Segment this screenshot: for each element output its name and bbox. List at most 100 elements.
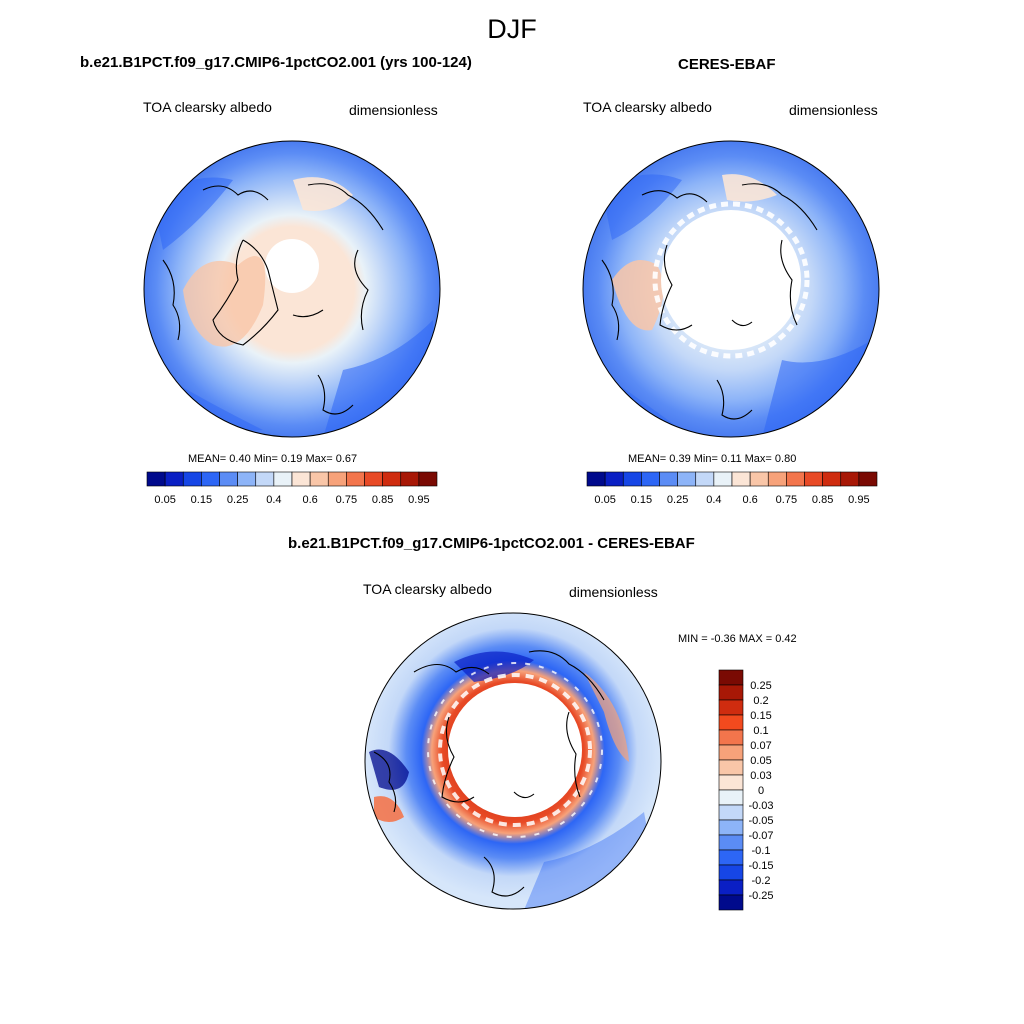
- panel2-coastlines: [601, 183, 818, 420]
- panel1-coastlines: [162, 183, 384, 415]
- panel3-colorbar-swatch: [718, 684, 744, 701]
- panel2-title: CERES-EBAF: [678, 56, 776, 73]
- panel2-colorbar-swatch: [641, 471, 660, 487]
- panel1-polar-map: [143, 140, 441, 438]
- panel1-colorbar-swatch: [291, 471, 311, 487]
- panel2-colorbar-swatch: [840, 471, 860, 487]
- panel1-colorbar-tick-label: 0.4: [266, 494, 281, 506]
- panel2-colorbar-swatch: [604, 471, 624, 487]
- panel1-colorbar-tick-label: 0.75: [336, 494, 357, 506]
- panel1-mean-label: MEAN=: [188, 453, 227, 465]
- panel3-colorbar-tick-label: 0.15: [750, 710, 771, 722]
- panel1-colorbar-swatch: [164, 471, 184, 487]
- panel1-variable-label: TOA clearsky albedo: [143, 99, 272, 115]
- panel1-greenland-high-albedo: [183, 256, 266, 347]
- panel3-colorbar-swatch: [718, 849, 744, 866]
- panel2-colorbar-swatch: [804, 471, 823, 487]
- panel1-max-value: 0.67: [335, 453, 358, 465]
- panel3-stats: MIN = -0.36 MAX = 0.42: [678, 633, 797, 645]
- panel2-colorbar-tick-label: 0.6: [742, 494, 757, 506]
- panel1-mean-value: 0.40: [229, 453, 251, 465]
- panel3-colorbar-swatch: [718, 699, 744, 716]
- panel1-colorbar-tick-label: 0.6: [302, 494, 317, 506]
- panel3-colorbar-swatch: [718, 744, 744, 761]
- panel3-colorbar-tick-label: 0.25: [750, 680, 771, 692]
- panel3-polar-missing-data: [448, 683, 582, 817]
- panel2-colorbar-swatch: [731, 471, 751, 487]
- panel2-colorbar-tick-label: 0.15: [631, 494, 652, 506]
- panel2-max-value: 0.80: [774, 453, 797, 465]
- panel3-colorbar-swatch: [718, 774, 744, 791]
- panel2-colorbar-tick-label: 0.4: [706, 494, 721, 506]
- panel1-map-border: [143, 140, 441, 438]
- panel2-map-border: [582, 140, 880, 438]
- panel1-colorbar-swatch: [382, 471, 402, 487]
- panel3-variable-label: TOA clearsky albedo: [363, 581, 492, 597]
- panel1-stats: MEAN= 0.40 Min= 0.19 Max= 0.67: [188, 453, 357, 465]
- panel3-title: b.e21.B1PCT.f09_g17.CMIP6-1pctCO2.001 - …: [288, 535, 695, 552]
- panel1-min-value: 0.19: [280, 453, 303, 465]
- panel2-colorbar-swatch: [749, 471, 769, 487]
- panel1-colorbar-swatch: [273, 471, 293, 487]
- panel2-units-label: dimensionless: [789, 102, 878, 118]
- figure-title: DJF: [487, 14, 537, 44]
- panel2-greenland-high-albedo: [612, 260, 664, 331]
- panel3-colorbar-swatch: [718, 894, 744, 911]
- panel1-units-label: dimensionless: [349, 102, 438, 118]
- panel1-colorbar-tick-label: 0.15: [191, 494, 212, 506]
- panel2-polar-map: [582, 140, 880, 438]
- panel3-colorbar-swatch: [718, 834, 744, 851]
- panel2-variable-label: TOA clearsky albedo: [583, 99, 712, 115]
- panel2-colorbar-swatch: [659, 471, 678, 487]
- panel3-colorbar-swatch: [718, 789, 744, 806]
- panel1-colorbar-swatch: [219, 471, 238, 487]
- panel3-colorbar-tick-label: -0.03: [748, 800, 773, 812]
- panel3-min-value: -0.36: [710, 633, 736, 645]
- panel2-colorbar-tick-label: 0.05: [594, 494, 615, 506]
- panel3-colorbar-swatch: [718, 879, 744, 896]
- panel2-min-label: Min=: [693, 453, 718, 465]
- panel3-max-label: MAX =: [738, 633, 773, 645]
- panel2-colorbar-swatch: [767, 471, 787, 487]
- panel3-colorbar-tick-label: -0.15: [748, 860, 773, 872]
- panel2-colorbar-swatch: [858, 471, 878, 487]
- panel2-min-value: 0.11: [720, 453, 742, 465]
- panel2-colorbar-swatch: [586, 471, 606, 487]
- panel3-colorbar-tick-label: 0.03: [750, 770, 771, 782]
- panel2-mean-label: MEAN=: [628, 453, 667, 465]
- panel1-min-label: Min=: [253, 453, 278, 465]
- panel3-colorbar-tick-label: -0.05: [748, 815, 773, 827]
- panel3-colorbar-swatch: [718, 714, 744, 731]
- panel2-colorbar-swatch: [622, 471, 642, 487]
- panel1-colorbar-swatch: [309, 471, 329, 487]
- panel1-colorbar-swatch: [364, 471, 383, 487]
- panel2-colorbar-swatch: [822, 471, 842, 487]
- panel2-colorbar-swatch: [677, 471, 697, 487]
- panel3-colorbar-tick-label: 0: [758, 785, 764, 797]
- panel1-colorbar-swatch: [201, 471, 220, 487]
- panel1-colorbar-swatch: [255, 471, 275, 487]
- panel1-colorbar-swatch: [400, 471, 420, 487]
- panel1-colorbar: 0.05 0.15 0.25 0.4 0.6 0.75 0.85 0.95: [146, 471, 438, 506]
- panel1-colorbar-swatch: [146, 471, 166, 487]
- panel3-colorbar-tick-label: 0.2: [753, 695, 768, 707]
- panel1-colorbar-tick-label: 0.25: [227, 494, 248, 506]
- panel1-colorbar-tick-label: 0.85: [372, 494, 393, 506]
- panel3-colorbar-swatch: [718, 864, 744, 881]
- panel1-colorbar-tick-label: 0.95: [408, 494, 429, 506]
- panel3-colorbar-tick-label: -0.25: [748, 890, 773, 902]
- panel3-map-border: [364, 612, 662, 910]
- panel3-coastlines: [373, 650, 605, 897]
- panel3-colorbar-swatch: [718, 819, 744, 836]
- panel3-colorbar-tick-label: -0.07: [748, 830, 773, 842]
- panel2-colorbar-tick-label: 0.95: [848, 494, 869, 506]
- panel3-colorbar-tick-label: 0.05: [750, 755, 771, 767]
- panel1-max-label: Max=: [305, 453, 333, 465]
- panel1-colorbar-tick-label: 0.05: [154, 494, 175, 506]
- panel2-colorbar-tick-label: 0.25: [667, 494, 688, 506]
- panel2-colorbar-tick-label: 0.75: [776, 494, 797, 506]
- panel1-colorbar-swatch: [237, 471, 257, 487]
- panel3-colorbar-swatch: [718, 729, 744, 746]
- panel1-colorbar-swatch: [327, 471, 347, 487]
- panel2-colorbar-swatch: [713, 471, 733, 487]
